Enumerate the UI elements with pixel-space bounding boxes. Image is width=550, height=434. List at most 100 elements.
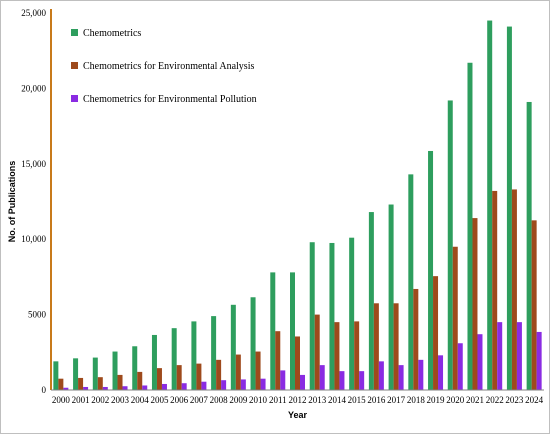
x-tick-label: 2002	[91, 395, 109, 405]
y-tick-label: 10,000	[21, 234, 46, 244]
x-tick-label: 2004	[131, 395, 150, 405]
x-tick-labels: 2000 2001 2002 2003 2004 2005 2006 2007 2008 2009…	[52, 395, 544, 405]
bar	[487, 20, 493, 390]
bar	[171, 328, 177, 390]
legend-swatch	[71, 62, 78, 69]
bar	[73, 358, 79, 390]
bar	[393, 303, 399, 390]
bar	[349, 237, 355, 390]
bar	[92, 357, 98, 390]
bar	[275, 331, 281, 390]
bar	[97, 377, 103, 390]
bar	[137, 371, 143, 390]
bar	[290, 272, 295, 390]
x-tick-label: 2016	[367, 395, 386, 405]
bars-layer	[53, 20, 542, 391]
bar	[373, 303, 379, 390]
bar	[516, 322, 522, 390]
bar	[531, 220, 537, 390]
legend-label: Chemometrics for Environmental Analysis	[83, 61, 254, 72]
bar	[270, 272, 276, 390]
bar	[334, 322, 340, 390]
x-tick-label: 2017	[387, 395, 406, 405]
bar	[196, 363, 202, 390]
bar	[142, 385, 148, 390]
bar	[260, 378, 266, 390]
bar	[506, 26, 512, 390]
x-tick-label: 2018	[407, 395, 426, 405]
bar	[309, 242, 315, 390]
legend-swatch	[71, 95, 78, 102]
y-tick-label: 20,000	[21, 83, 46, 93]
bar	[319, 365, 325, 390]
bar	[300, 374, 305, 390]
bar	[408, 174, 414, 390]
bar	[221, 380, 227, 390]
bar	[181, 383, 187, 390]
x-tick-label: 2009	[229, 395, 248, 405]
legend: Chemometrics Chemometrics for Environment…	[71, 28, 257, 105]
x-tick-label: 2012	[289, 395, 307, 405]
bar	[314, 314, 320, 390]
bar	[122, 386, 128, 390]
x-tick-label: 2005	[150, 395, 169, 405]
x-tick-label: 2021	[466, 395, 484, 405]
axes-layer	[50, 9, 544, 391]
legend-swatch	[71, 29, 78, 36]
bar	[117, 374, 123, 390]
bar	[526, 101, 532, 390]
x-tick-label: 2019	[427, 395, 446, 405]
bar	[359, 371, 365, 390]
bar	[329, 242, 335, 390]
bar	[83, 386, 89, 390]
legend-label: Chemometrics	[83, 28, 141, 39]
bar	[63, 387, 69, 390]
bar	[176, 365, 182, 390]
bar	[497, 322, 503, 390]
bar	[250, 297, 256, 390]
bar	[58, 378, 64, 390]
legend-label: Chemometrics for Environmental Pollution	[83, 94, 257, 105]
bar	[191, 321, 197, 390]
x-tick-label: 2020	[446, 395, 465, 405]
x-tick-label: 2007	[190, 395, 209, 405]
bar	[255, 351, 261, 390]
bar	[78, 377, 84, 390]
bar	[201, 381, 207, 390]
x-tick-label: 2001	[72, 395, 90, 405]
bar	[240, 379, 246, 390]
bar	[378, 361, 384, 390]
bar	[492, 190, 498, 390]
x-tick-label: 2023	[505, 395, 524, 405]
x-tick-label: 2006	[170, 395, 189, 405]
bar	[398, 365, 404, 390]
x-tick-label: 2024	[525, 395, 544, 405]
bar	[151, 334, 157, 390]
bar	[354, 321, 360, 390]
bar	[295, 336, 300, 390]
y-tick-label: 15,000	[21, 159, 46, 169]
bar	[156, 368, 162, 390]
y-tick-labels: 0 5000 10,000 15,000 20,000 25,000	[21, 8, 46, 395]
x-tick-label: 2010	[249, 395, 268, 405]
y-tick-label: 25,000	[21, 8, 46, 18]
x-axis-title: Year	[288, 410, 308, 420]
x-tick-label: 2008	[210, 395, 229, 405]
bar	[235, 354, 241, 390]
bar	[452, 246, 458, 390]
x-tick-label: 2013	[308, 395, 327, 405]
bar	[368, 212, 374, 390]
y-tick-label: 0	[42, 385, 47, 395]
bar	[447, 100, 453, 391]
bar	[511, 189, 517, 390]
x-tick-label: 2003	[111, 395, 130, 405]
y-axis-title: No. of Publications	[7, 161, 17, 243]
bar	[477, 334, 483, 390]
bar	[161, 383, 167, 390]
bar	[53, 361, 59, 390]
bar	[433, 276, 439, 390]
bar	[413, 288, 419, 390]
bar	[388, 204, 394, 390]
bar	[339, 371, 345, 390]
